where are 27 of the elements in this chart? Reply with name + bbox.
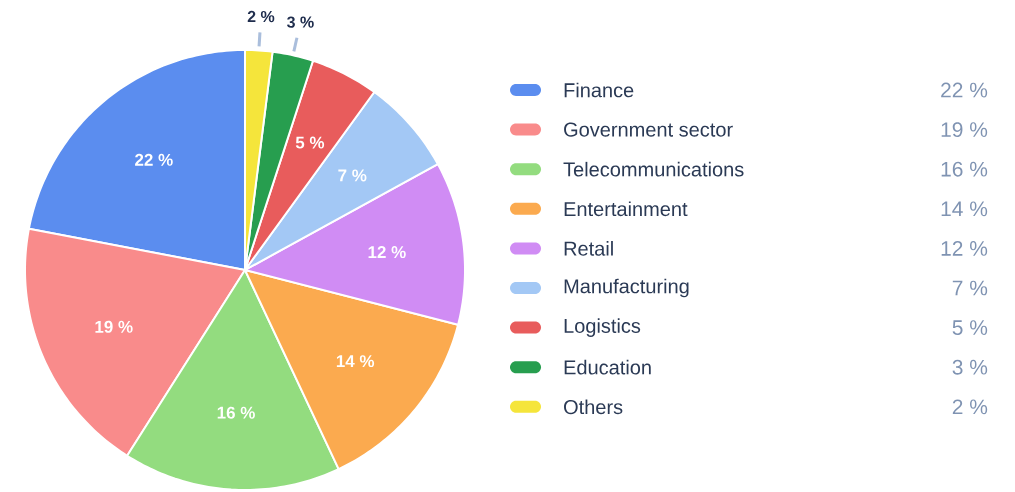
data-label: 3 % <box>287 16 314 28</box>
data-label: 12 % <box>368 246 406 259</box>
text: 16 % <box>941 161 988 177</box>
legend-label: Manufacturing <box>564 278 689 298</box>
text: 7 % <box>952 280 988 296</box>
legend-label: Government sector <box>564 122 733 137</box>
text: 2 % <box>952 399 988 415</box>
text: 3 % <box>952 359 988 375</box>
legend-label: Telecommunications <box>563 161 744 177</box>
legend-label: Logistics <box>564 318 641 337</box>
data-label: 19 % <box>95 320 133 333</box>
legend-label: Entertainment <box>564 201 688 217</box>
text: 22 % <box>941 82 988 98</box>
text: 12 % <box>941 241 988 256</box>
data-label: 2 % <box>247 10 275 23</box>
data-label: 22 % <box>135 153 173 166</box>
legend-label: Education <box>564 359 651 375</box>
text: 14 % <box>941 201 988 217</box>
data-label: 16 % <box>217 406 255 419</box>
data-label: 14 % <box>336 355 375 368</box>
text: 19 % <box>941 122 988 138</box>
legend-label: Retail <box>564 241 613 256</box>
data-label: 7 % <box>338 169 367 182</box>
legend-label: Others <box>564 399 623 415</box>
legend-label: Finance <box>564 82 634 98</box>
text: 5 % <box>952 320 988 335</box>
data-label: 5 % <box>295 136 325 149</box>
